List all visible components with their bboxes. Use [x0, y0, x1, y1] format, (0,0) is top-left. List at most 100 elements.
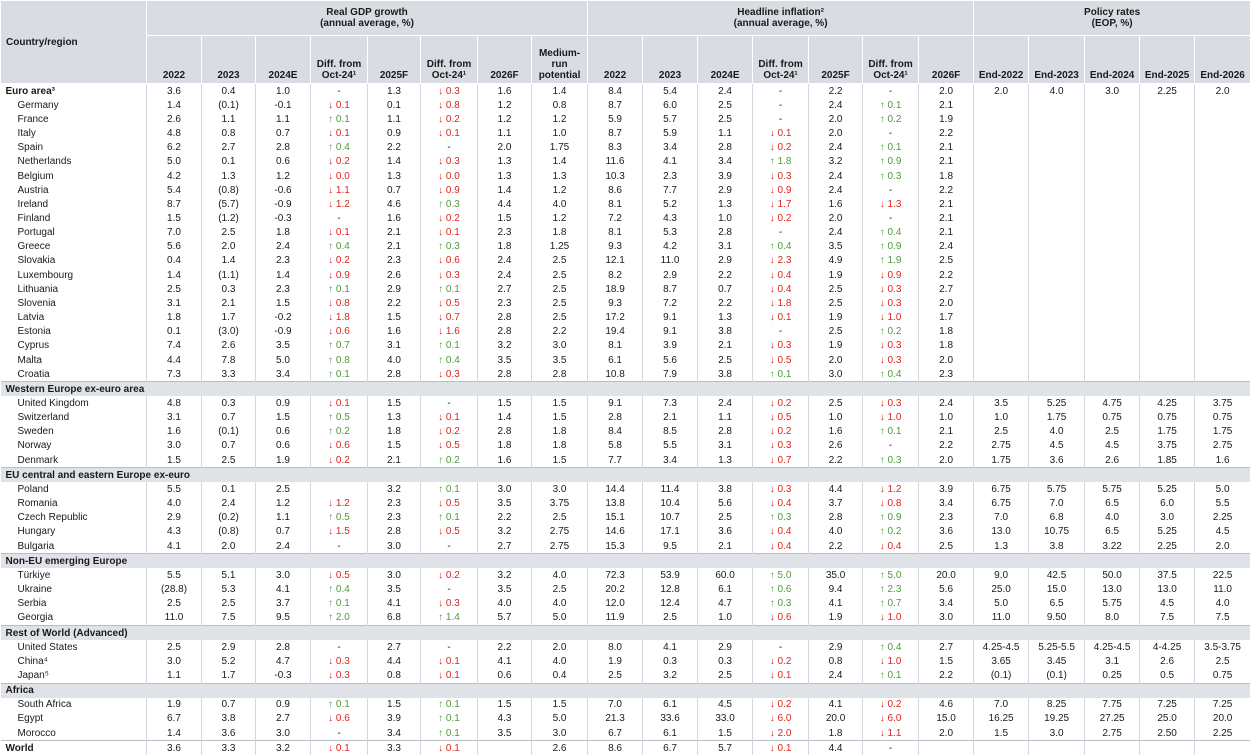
row-label: Japan⁵	[1, 668, 147, 683]
section-title: Africa	[1, 683, 1250, 698]
row-label: Hungary	[1, 525, 147, 539]
cell	[1029, 339, 1085, 353]
cell: 2.5	[202, 226, 256, 240]
cell	[1085, 112, 1140, 126]
cell: 2.5	[532, 311, 588, 325]
cell	[974, 226, 1029, 240]
cell: 1.3	[698, 197, 753, 211]
cell: 4.5	[698, 698, 753, 712]
cell: 0.6	[256, 439, 311, 453]
cell: 2.0	[202, 539, 256, 554]
cell: 2.5	[698, 353, 753, 367]
cell: 4.0	[532, 597, 588, 611]
cell: 2.5	[698, 112, 753, 126]
cell: 53.9	[643, 568, 698, 582]
cell: 2.0	[478, 141, 532, 155]
cell: 5.25	[1140, 482, 1195, 496]
cell: 12.8	[643, 582, 698, 596]
row-label: Türkiye	[1, 568, 147, 582]
cell: ↓ 0.4	[863, 539, 919, 554]
cell	[1085, 367, 1140, 382]
cell: 3.0	[809, 367, 863, 382]
cell: ↓ 0.1	[753, 126, 809, 140]
cell	[974, 126, 1029, 140]
cell: ↓ 0.5	[311, 568, 368, 582]
cell: ↑ 0.1	[311, 112, 368, 126]
row-label: Slovenia	[1, 296, 147, 310]
cell: 3.4	[919, 497, 974, 511]
cell: 7.5	[1140, 611, 1195, 626]
cell: 0.6	[256, 425, 311, 439]
table-header: Country/region Real GDP growth(annual av…	[1, 1, 1250, 84]
cell: 2.6	[202, 339, 256, 353]
cell: 2.3	[256, 282, 311, 296]
cell: 2.5	[202, 597, 256, 611]
cell: 8.7	[147, 197, 202, 211]
cell: -	[421, 396, 478, 410]
cell	[1195, 141, 1250, 155]
cell: 3.0	[368, 539, 421, 554]
group-title: Real GDP growth	[149, 7, 585, 18]
cell: 1.75	[1140, 425, 1195, 439]
cell: ↓ 2.3	[753, 254, 809, 268]
cell: 5.6	[147, 240, 202, 254]
cell: 3.65	[974, 654, 1029, 668]
cell: 2.0	[809, 112, 863, 126]
cell: 4.25	[1140, 396, 1195, 410]
cell: ↑ 1.8	[753, 155, 809, 169]
cell: 1.1	[368, 112, 421, 126]
cell: ↓ 6.0	[753, 712, 809, 726]
cell: 0.6	[256, 155, 311, 169]
cell: 7.8	[202, 353, 256, 367]
cell: -0.6	[256, 183, 311, 197]
column-header: Diff. from Oct-24¹	[421, 36, 478, 84]
cell: 1.0	[698, 611, 753, 626]
cell: 1.2	[478, 98, 532, 112]
cell: 3.4	[256, 367, 311, 382]
cell: 0.4	[202, 84, 256, 99]
cell: 2.2	[478, 640, 532, 654]
cell: 50.0	[1085, 568, 1140, 582]
cell: 1.8	[147, 311, 202, 325]
cell: 1.75	[1195, 425, 1250, 439]
column-header: 2025F	[368, 36, 421, 84]
cell	[1085, 126, 1140, 140]
cell	[1140, 197, 1195, 211]
cell: 3.0	[478, 482, 532, 496]
cell: 2.7	[478, 282, 532, 296]
cell: 0.75	[1195, 668, 1250, 683]
cell: 2.2	[809, 539, 863, 554]
cell: 2.0	[919, 84, 974, 99]
cell: 3.7	[809, 497, 863, 511]
cell: (0.1)	[1029, 668, 1085, 683]
cell: ↓ 0.3	[421, 597, 478, 611]
cell: -	[753, 84, 809, 99]
cell	[1195, 282, 1250, 296]
cell: 14.6	[588, 525, 643, 539]
cell: 1.5	[532, 453, 588, 468]
cell: 2.8	[368, 367, 421, 382]
cell: 3.2	[478, 568, 532, 582]
cell: 8.6	[588, 183, 643, 197]
cell: 1.8	[368, 425, 421, 439]
cell: 1.1	[147, 668, 202, 683]
cell: 6.7	[147, 712, 202, 726]
row-label: Sweden	[1, 425, 147, 439]
cell: 2.1	[368, 226, 421, 240]
cell: 11.0	[974, 611, 1029, 626]
cell	[1029, 126, 1085, 140]
cell: 2.3	[368, 497, 421, 511]
cell	[1085, 141, 1140, 155]
cell: 1.5	[698, 726, 753, 741]
cell: 1.2	[532, 183, 588, 197]
cell: 5.2	[643, 197, 698, 211]
cell: -	[311, 84, 368, 99]
row-label: Cyprus	[1, 339, 147, 353]
cell: 5.9	[643, 126, 698, 140]
cell: ↑ 0.7	[863, 597, 919, 611]
cell	[1140, 98, 1195, 112]
